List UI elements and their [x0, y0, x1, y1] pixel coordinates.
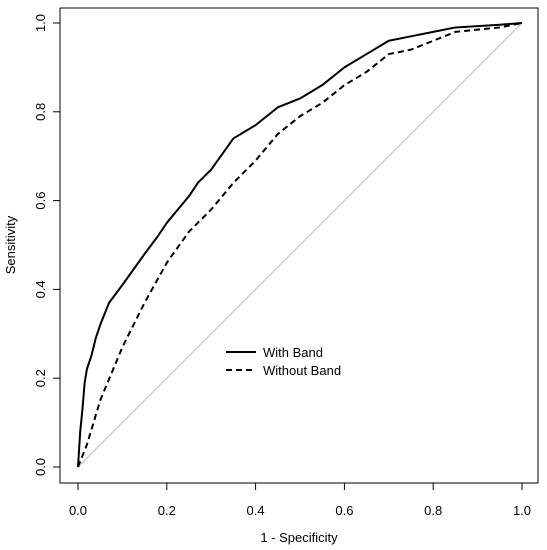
x-tick-label: 0.6 — [335, 503, 353, 518]
x-tick-label: 0.4 — [247, 503, 265, 518]
y-tick-label: 0.2 — [33, 369, 48, 387]
y-tick-label: 0.4 — [33, 280, 48, 298]
y-tick-label: 0.6 — [33, 192, 48, 210]
legend: With Band Without Band — [226, 345, 341, 378]
y-axis: 0.0 0.2 0.4 0.6 0.8 1.0 — [33, 14, 61, 476]
x-tick-label: 1.0 — [513, 503, 531, 518]
y-tick-label: 1.0 — [33, 14, 48, 32]
series-with-band-line — [77, 22, 523, 468]
y-tick-label: 0.0 — [33, 458, 48, 476]
series-layer — [77, 22, 523, 468]
y-tick-label: 0.8 — [33, 103, 48, 121]
x-axis: 0.0 0.2 0.4 0.6 0.8 1.0 — [69, 482, 531, 518]
y-axis-title: Sensitivity — [3, 215, 18, 274]
legend-with-band-label: With Band — [263, 345, 323, 360]
legend-without-band-label: Without Band — [263, 363, 341, 378]
x-tick-label: 0.0 — [69, 503, 87, 518]
reference-diagonal-line — [77, 22, 523, 468]
x-tick-label: 0.8 — [424, 503, 442, 518]
series-without-band-line — [77, 22, 523, 468]
x-axis-title: 1 - Specificity — [260, 530, 338, 545]
x-tick-label: 0.2 — [158, 503, 176, 518]
